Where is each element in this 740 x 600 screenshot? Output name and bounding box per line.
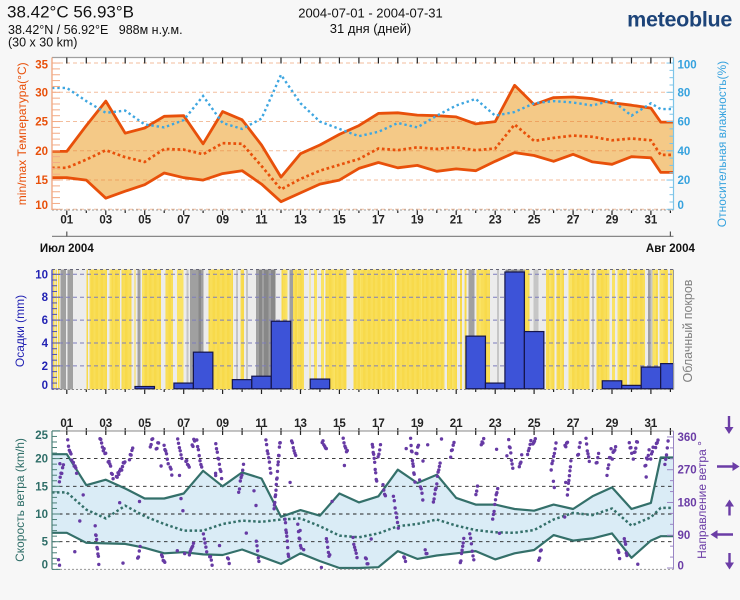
svg-text:10: 10 [35, 200, 48, 212]
svg-text:03: 03 [99, 215, 112, 227]
svg-text:20: 20 [35, 454, 48, 466]
svg-text:38.42°N / 56.92°E 988м н.у.м: 38.42°N / 56.92°E 988м н.у.м. [8, 23, 183, 37]
svg-text:11: 11 [255, 215, 268, 227]
svg-text:2: 2 [42, 361, 48, 373]
svg-text:2004-07-01 - 2004-07-31: 2004-07-01 - 2004-07-31 [298, 6, 443, 21]
svg-text:40: 40 [678, 146, 691, 158]
svg-text:01: 01 [60, 215, 73, 227]
svg-text:0: 0 [42, 559, 48, 571]
svg-text:25: 25 [35, 117, 48, 129]
svg-text:5: 5 [42, 537, 49, 549]
svg-text:07: 07 [177, 215, 190, 227]
svg-text:15: 15 [333, 418, 346, 430]
svg-text:09: 09 [216, 215, 229, 227]
svg-text:09: 09 [216, 418, 229, 430]
svg-text:27: 27 [567, 418, 580, 430]
svg-text:35: 35 [35, 59, 48, 71]
svg-text:min/max Температура(°C): min/max Температура(°C) [15, 62, 29, 205]
svg-text:Осадки (mm): Осадки (mm) [13, 295, 27, 367]
svg-text:13: 13 [294, 418, 307, 430]
svg-text:31: 31 [645, 215, 658, 227]
svg-text:05: 05 [138, 215, 151, 227]
svg-text:15: 15 [333, 215, 346, 227]
svg-text:19: 19 [411, 215, 424, 227]
svg-text:07: 07 [177, 418, 190, 430]
svg-text:30: 30 [35, 87, 48, 99]
svg-text:180: 180 [678, 498, 697, 510]
svg-text:0: 0 [678, 561, 684, 573]
svg-text:29: 29 [606, 215, 619, 227]
svg-text:15: 15 [35, 175, 48, 187]
svg-text:Относительная влажность(%): Относительная влажность(%) [715, 61, 729, 227]
svg-text:Облачный покров: Облачный покров [681, 279, 695, 382]
svg-text:25: 25 [528, 215, 541, 227]
svg-text:25: 25 [528, 418, 541, 430]
svg-text:60: 60 [678, 117, 691, 129]
svg-text:6: 6 [42, 315, 48, 327]
svg-text:15: 15 [35, 481, 48, 493]
svg-text:25: 25 [35, 430, 48, 442]
svg-text:8: 8 [42, 292, 49, 304]
svg-text:23: 23 [489, 215, 502, 227]
svg-text:13: 13 [294, 215, 307, 227]
svg-text:meteoblue: meteoblue [627, 8, 732, 32]
svg-text:20: 20 [678, 175, 691, 187]
svg-text:05: 05 [138, 418, 151, 430]
svg-text:10: 10 [35, 509, 48, 521]
svg-text:01: 01 [60, 418, 73, 430]
svg-text:90: 90 [678, 530, 691, 542]
svg-text:31: 31 [645, 418, 658, 430]
svg-text:21: 21 [450, 215, 463, 227]
svg-text:Скорость ветра (km/h): Скорость ветра (km/h) [13, 438, 27, 562]
svg-text:21: 21 [450, 418, 463, 430]
svg-text:27: 27 [567, 215, 580, 227]
svg-text:10: 10 [35, 269, 48, 281]
svg-text:4: 4 [42, 338, 49, 350]
svg-text:Июл 2004: Июл 2004 [40, 243, 94, 255]
svg-text:270: 270 [678, 465, 697, 477]
svg-text:(30 x 30 km): (30 x 30 km) [8, 36, 77, 50]
svg-text:Авг 2004: Авг 2004 [646, 243, 696, 255]
svg-text:23: 23 [489, 418, 502, 430]
svg-text:17: 17 [372, 418, 385, 430]
svg-text:31 дня (дней): 31 дня (дней) [330, 21, 411, 36]
svg-text:38.42°С 56.93°В: 38.42°С 56.93°В [7, 3, 134, 22]
svg-text:100: 100 [678, 59, 697, 71]
svg-text:03: 03 [99, 418, 112, 430]
svg-text:0: 0 [42, 380, 48, 392]
svg-text:11: 11 [255, 418, 268, 430]
svg-text:20: 20 [35, 146, 48, 158]
svg-text:80: 80 [678, 87, 691, 99]
svg-text:360: 360 [678, 432, 697, 444]
svg-text:19: 19 [411, 418, 424, 430]
svg-text:17: 17 [372, 215, 385, 227]
svg-text:0: 0 [678, 200, 684, 212]
svg-text:29: 29 [606, 418, 619, 430]
svg-text:Направление ветра °: Направление ветра ° [695, 441, 709, 559]
